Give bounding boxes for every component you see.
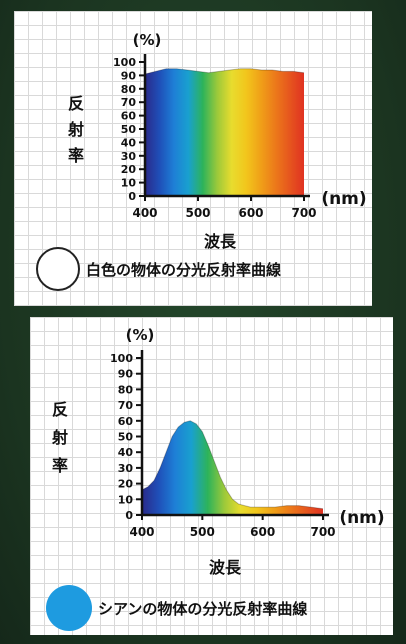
y-tick-label: 0 [125,509,133,522]
y-tick-label: 80 [121,83,137,96]
x-axis-label: 波長 [209,558,242,577]
y-axis-label: 率 [68,146,84,165]
y-tick-label: 80 [118,383,134,396]
x-tick-label: 400 [132,206,157,220]
y-tick-label: 90 [121,69,137,82]
y-unit-label: (%) [133,31,162,49]
spectrum-area [145,68,304,196]
cyan-legend-label: シアンの物体の分光反射率曲線 [98,599,308,618]
y-tick-label: 10 [121,177,137,190]
y-tick-label: 0 [128,190,136,203]
x-unit-label: (nm) [339,508,384,528]
y-tick-label: 30 [118,462,134,475]
reflectance-curve [141,420,324,510]
reflectance-curve [144,68,305,75]
spectrum-area [142,420,323,515]
white-chart-panel: 0 10 20 30 40 50 60 70 80 90 100 400 500 600 700 (%) 反射率… [14,11,372,306]
y-tick-label: 20 [118,478,134,491]
y-axis-label: 反 [68,94,84,113]
y-tick-label: 60 [121,110,137,123]
y-tick-label: 100 [113,56,136,69]
y-axis-label: 率 [52,456,68,475]
x-tick-label: 500 [190,525,215,539]
y-tick-label: 60 [118,415,134,428]
y-tick-label: 70 [118,399,134,412]
x-axis-label: 波長 [204,232,237,251]
x-tick-label: 700 [310,525,335,539]
y-tick-label: 40 [118,446,134,459]
y-tick-label: 20 [121,163,137,176]
y-axis-label: 反 [52,400,68,419]
y-unit-label: (%) [126,326,155,344]
x-tick-label: 500 [185,206,210,220]
x-tick-label: 600 [238,206,263,220]
cyan-swatch-icon [46,585,92,631]
x-tick-label: 400 [129,525,154,539]
cyan-legend: シアンの物体の分光反射率曲線 [46,585,307,631]
y-tick-label: 70 [121,96,137,109]
y-tick-label: 50 [118,431,134,444]
x-tick-label: 700 [291,206,316,220]
white-legend-label: 白色の物体の分光反射率曲線 [86,260,282,279]
y-tick-label: 30 [121,150,137,163]
y-axis-label: 射 [51,428,68,447]
y-tick-label: 50 [121,123,137,136]
y-tick-label: 10 [118,493,134,506]
cyan-chart-panel: 0 10 20 30 40 50 60 70 80 90 100 400 500 600 700 (%) 反射率… [30,317,393,635]
y-tick-label: 90 [118,368,134,381]
x-tick-label: 600 [250,525,275,539]
y-tick-label: 100 [110,352,133,365]
y-tick-label: 40 [121,136,137,149]
y-axis-label: 射 [67,120,84,139]
white-legend: 白色の物体の分光反射率曲線 [36,247,281,291]
white-swatch-icon [36,247,80,291]
cyan-reflectance-chart: 0 10 20 30 40 50 60 70 80 90 100 400 500 600 700 (%) 反射率… [51,326,385,577]
x-unit-label: (nm) [321,189,366,209]
